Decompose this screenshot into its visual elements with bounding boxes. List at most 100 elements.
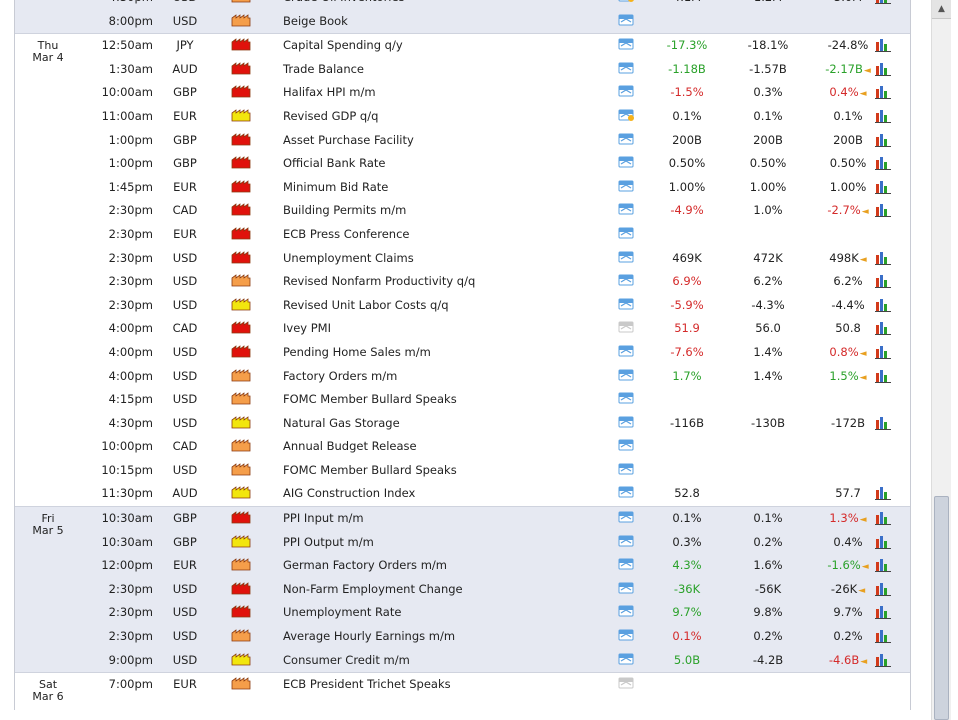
event-row[interactable]: 1:30am AUD Trade Balance -1.18B -1.57B -2.17B… xyxy=(15,58,910,82)
chart-icon[interactable] xyxy=(875,653,891,667)
event-row[interactable]: 7:00pm EUR ECB President Trichet Speaks xyxy=(15,673,910,697)
event-detail-icon[interactable] xyxy=(618,62,634,74)
event-detail-icon[interactable] xyxy=(618,629,634,641)
event-row[interactable]: 4:00pm CAD Ivey PMI 51.9 56.0 50.8 xyxy=(15,317,910,341)
event-row[interactable]: 2:30pm CAD Building Permits m/m -4.9% 1.0% -2… xyxy=(15,199,910,223)
chart-icon[interactable] xyxy=(875,0,891,4)
chart-icon[interactable] xyxy=(875,535,891,549)
chart-icon[interactable] xyxy=(875,180,891,194)
event-detail-icon[interactable] xyxy=(618,605,634,617)
event-detail-icon[interactable] xyxy=(618,535,634,547)
event-row[interactable]: 2:30pm USD Unemployment Claims 469K 472K 498K… xyxy=(15,247,910,271)
chart-icon[interactable] xyxy=(875,38,891,53)
chart-icon[interactable] xyxy=(875,511,891,526)
event-detail-icon[interactable] xyxy=(618,85,634,97)
chart-icon[interactable] xyxy=(875,203,891,218)
chart-icon[interactable] xyxy=(875,605,891,620)
event-detail-icon[interactable] xyxy=(618,133,634,145)
event-detail-icon[interactable] xyxy=(618,156,634,168)
event-detail-icon[interactable] xyxy=(618,227,634,239)
event-row[interactable]: 10:15pm USD FOMC Member Bullard Speaks xyxy=(15,459,910,483)
event-row[interactable]: 2:30pm USD Unemployment Rate 9.7% 9.8% 9.7% xyxy=(15,601,910,625)
event-row[interactable]: 4:15pm USD FOMC Member Bullard Speaks xyxy=(15,388,910,412)
event-row[interactable]: 8:00pm USD Beige Book xyxy=(15,10,910,34)
vertical-scrollbar[interactable]: ▲ xyxy=(931,0,951,720)
event-row[interactable]: 4:30pm USD Crude Oil Inventories 4.1M1.2M 3.… xyxy=(15,0,910,10)
event-detail-icon[interactable] xyxy=(618,274,634,286)
chart-icon[interactable] xyxy=(875,133,891,147)
event-currency: CAD xyxy=(172,321,198,336)
scroll-up-arrow-icon[interactable]: ▲ xyxy=(932,0,951,19)
event-row[interactable]: 2:30pm EUR ECB Press Conference xyxy=(15,223,910,247)
chart-icon[interactable] xyxy=(875,486,891,501)
event-row[interactable]: 10:00pm CAD Annual Budget Release xyxy=(15,435,910,459)
day-group: Thu Mar 4 12:50am JPY Capital Spending q/y -1… xyxy=(15,33,910,506)
event-detail-icon[interactable] xyxy=(618,582,634,594)
event-detail-icon[interactable] xyxy=(618,109,634,121)
chart-icon[interactable] xyxy=(875,369,891,383)
event-detail-icon[interactable] xyxy=(618,345,634,357)
chart-icon[interactable] xyxy=(875,321,891,336)
event-row[interactable]: 12:00pm EUR German Factory Orders m/m 4.3% 1… xyxy=(15,554,910,578)
scroll-thumb[interactable] xyxy=(934,496,949,720)
event-detail-icon[interactable] xyxy=(618,369,634,381)
event-detail-icon[interactable] xyxy=(618,298,634,310)
event-row[interactable]: 2:30pm USD Non-Farm Employment Change -36K -… xyxy=(15,578,910,602)
previous-value: 0.4% xyxy=(829,85,859,100)
event-row[interactable]: 10:30am GBP PPI Output m/m 0.3% 0.2% 0.4% xyxy=(15,531,910,555)
event-row[interactable]: 2:30pm USD Average Hourly Earnings m/m 0.1%… xyxy=(15,625,910,649)
event-detail-icon[interactable] xyxy=(618,38,634,50)
event-detail-icon[interactable] xyxy=(618,511,634,523)
event-row[interactable]: 4:00pm USD Factory Orders m/m 1.7% 1.4% 1.5%◄ xyxy=(15,365,910,389)
event-detail-icon[interactable] xyxy=(618,439,634,451)
event-detail-icon[interactable] xyxy=(618,180,634,192)
impact-medium-icon xyxy=(231,13,251,27)
chart-icon[interactable] xyxy=(875,62,891,76)
actual-value: -1.5% xyxy=(670,85,704,100)
event-row[interactable]: 11:30pm AUD AIG Construction Index 52.8 57.7 xyxy=(15,482,910,506)
actual-value: 469K xyxy=(672,250,702,265)
event-row[interactable]: 2:30pm USD Revised Nonfarm Productivity q/… xyxy=(15,270,910,294)
event-detail-icon[interactable] xyxy=(618,203,634,215)
event-detail-icon[interactable] xyxy=(618,486,634,498)
actual-value: 6.9% xyxy=(672,274,702,289)
event-detail-icon[interactable] xyxy=(618,251,634,263)
chart-icon[interactable] xyxy=(875,298,891,312)
chart-icon[interactable] xyxy=(875,582,891,596)
chart-icon[interactable] xyxy=(875,345,891,359)
event-row[interactable]: 11:00am EUR Revised GDP q/q 0.1% 0.1% 0.1% xyxy=(15,105,910,129)
event-title: Official Bank Rate xyxy=(283,156,386,171)
chart-icon[interactable] xyxy=(875,251,891,265)
event-detail-icon[interactable] xyxy=(618,416,634,428)
chart-icon[interactable] xyxy=(875,274,891,289)
previous-value: 57.7 xyxy=(835,486,861,501)
event-detail-icon[interactable] xyxy=(618,653,634,665)
chart-icon[interactable] xyxy=(875,416,891,430)
event-row[interactable]: 1:00pm GBP Official Bank Rate 0.50% 0.50% 0.5… xyxy=(15,152,910,176)
event-row[interactable]: 10:00am GBP Halifax HPI m/m -1.5% 0.3% 0.4%◄ xyxy=(15,81,910,105)
forecast-value: 0.2% xyxy=(753,629,783,644)
event-detail-icon[interactable] xyxy=(618,0,634,2)
impact-medium-icon xyxy=(231,558,251,571)
event-row[interactable]: 4:30pm USD Natural Gas Storage -116B -130B -1… xyxy=(15,412,910,436)
event-row[interactable]: 10:30am GBP PPI Input m/m 0.1% 0.1% 1.3%◄ xyxy=(15,507,910,531)
previous-cell: 1.3%◄ xyxy=(808,511,888,527)
chart-icon[interactable] xyxy=(875,156,891,171)
event-row[interactable]: 2:30pm USD Revised Unit Labor Costs q/q -5.… xyxy=(15,294,910,318)
chart-icon[interactable] xyxy=(875,85,891,100)
event-detail-icon[interactable] xyxy=(618,558,634,570)
event-detail-icon[interactable] xyxy=(618,392,634,404)
event-row[interactable]: 1:00pm GBP Asset Purchase Facility 200B 200B… xyxy=(15,129,910,153)
event-row[interactable]: 4:00pm USD Pending Home Sales m/m -7.6% 1.4%… xyxy=(15,341,910,365)
actual-value: 0.3% xyxy=(672,534,702,549)
event-detail-icon[interactable] xyxy=(618,14,634,26)
chart-icon[interactable] xyxy=(875,109,891,123)
event-time: 8:00pm xyxy=(108,13,153,28)
event-row[interactable]: 12:50am JPY Capital Spending q/y -17.3% -18.… xyxy=(15,34,910,58)
event-detail-icon[interactable] xyxy=(618,463,634,475)
chart-icon[interactable] xyxy=(875,558,891,573)
actual-value: -116B xyxy=(670,415,704,430)
chart-icon[interactable] xyxy=(875,629,891,644)
event-row[interactable]: 9:00pm USD Consumer Credit m/m 5.0B -4.2B -4.… xyxy=(15,649,910,673)
event-row[interactable]: 1:45pm EUR Minimum Bid Rate 1.00% 1.00% 1.00% xyxy=(15,176,910,200)
